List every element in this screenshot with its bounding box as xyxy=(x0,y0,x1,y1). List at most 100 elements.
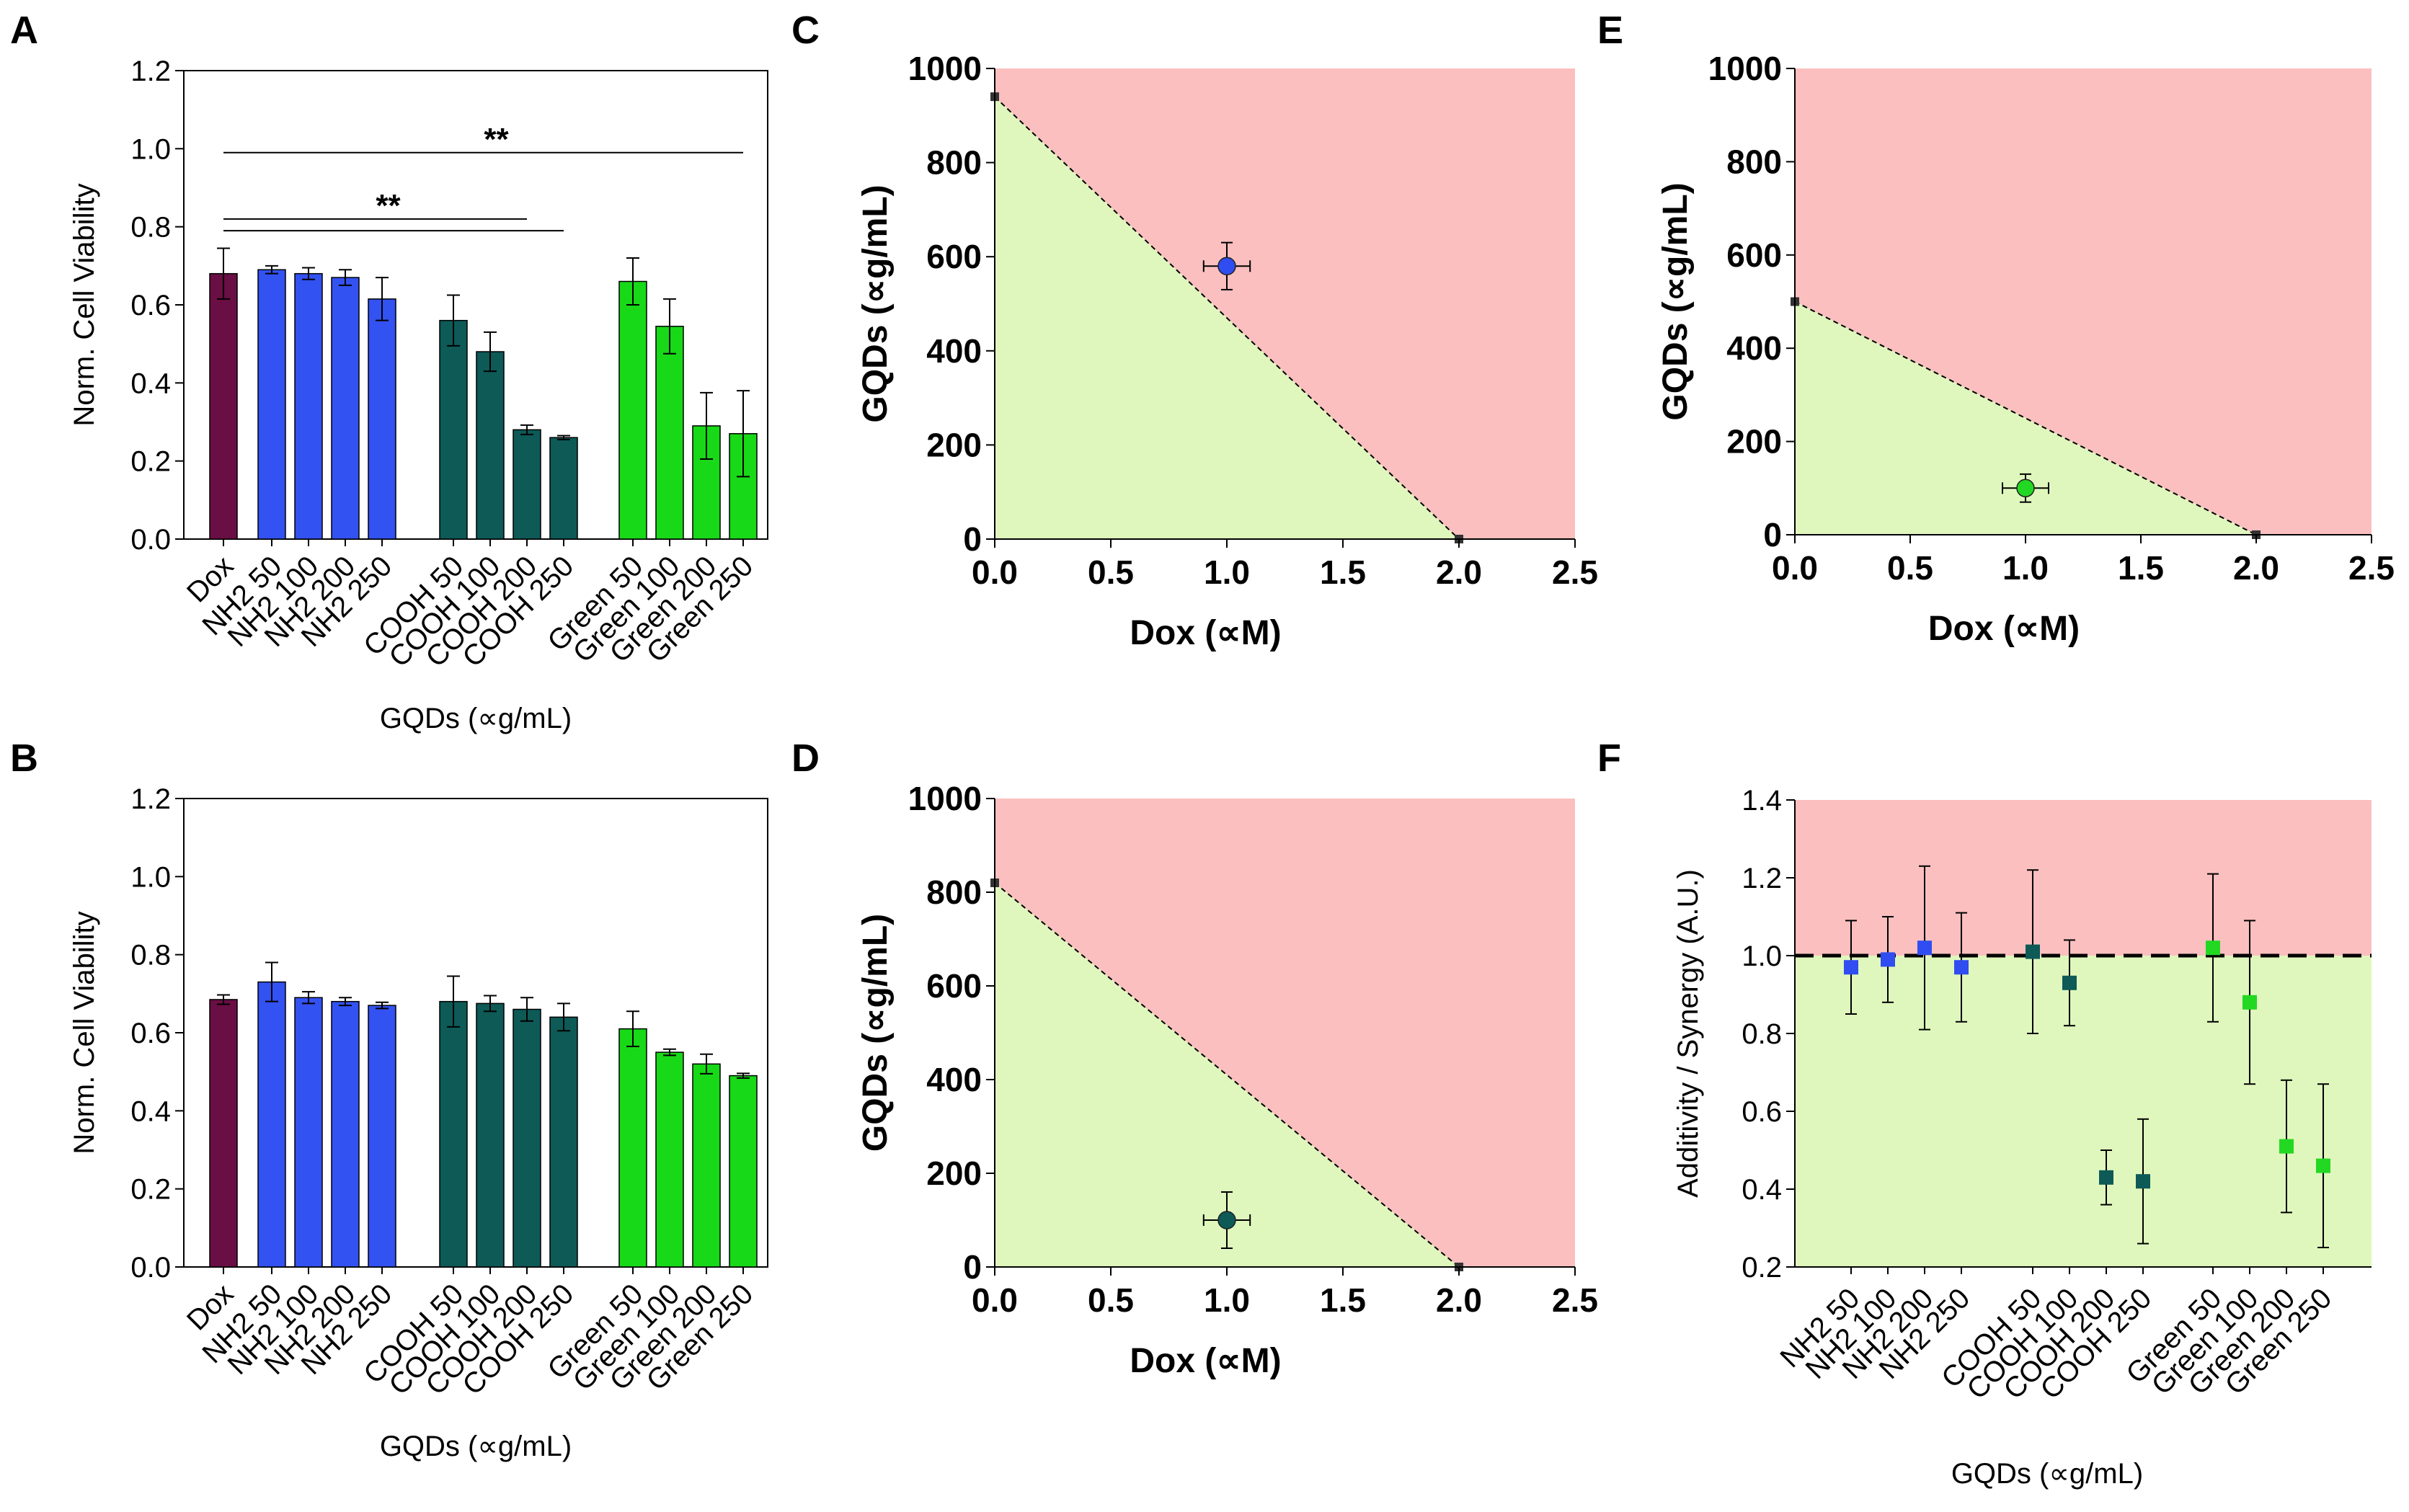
bar xyxy=(692,1063,721,1268)
synergy-region xyxy=(1795,301,2256,535)
x-tick-label: 0.0 xyxy=(972,1281,1018,1319)
bar xyxy=(729,1075,758,1268)
x-axis-label: GQDs (∝g/mL) xyxy=(380,1431,572,1462)
y-tick-label: 400 xyxy=(926,1061,982,1098)
y-tick-label: 1000 xyxy=(1708,50,1782,87)
x-tick-label: 1.5 xyxy=(2118,549,2164,587)
y-tick-label: 0.0 xyxy=(130,524,171,556)
panel-label: D xyxy=(791,737,820,780)
x-axis-label: Dox (∝M) xyxy=(1130,614,1281,652)
significance-stars: ** xyxy=(376,188,401,223)
y-axis-label: Norm. Cell Viability xyxy=(68,911,100,1154)
y-tick-label: 0.6 xyxy=(1742,1096,1782,1128)
y-tick-label: 0.2 xyxy=(130,446,171,478)
y-tick-label: 0.6 xyxy=(130,290,171,321)
data-point xyxy=(2316,1158,2330,1173)
antagonism-region xyxy=(1795,800,2372,956)
y-tick-label: 1000 xyxy=(908,50,982,87)
y-tick-label: 1.0 xyxy=(130,861,171,893)
x-tick-label: 1.5 xyxy=(1320,553,1366,591)
x-tick-label: 1.0 xyxy=(1204,553,1250,591)
x-tick-label: 2.0 xyxy=(1436,553,1482,591)
y-tick-label: 0.2 xyxy=(1742,1252,1782,1284)
bar xyxy=(368,1005,396,1268)
data-point xyxy=(2062,975,2077,990)
antagonism-region xyxy=(1795,68,2372,535)
bar xyxy=(331,1000,360,1268)
y-tick-label: 0.0 xyxy=(130,1252,171,1284)
significance-stars: ** xyxy=(484,122,509,157)
bar xyxy=(439,1000,468,1268)
data-point xyxy=(2279,1139,2294,1154)
y-tick-label: 400 xyxy=(1726,329,1782,367)
y-tick-label: 1.2 xyxy=(1742,863,1782,894)
x-tick-label: 0.0 xyxy=(1772,549,1818,587)
panel-c: C 0 200 400 600 800 1000 0.0 0.5 1.0 1.5 2.0 2.5 GQDs… xyxy=(791,9,1598,652)
bar xyxy=(549,437,578,540)
bar xyxy=(209,272,238,540)
y-axis-label: GQDs (∝g/mL) xyxy=(1656,182,1695,420)
panel-e: E 0 200 400 600 800 1000 0.0 0.5 1.0 1.5 2.0 2.5 GQDs… xyxy=(1597,9,2395,648)
x-tick-label: 2.5 xyxy=(1552,1281,1598,1319)
bar xyxy=(618,280,647,540)
y-tick-label: 1.2 xyxy=(130,55,171,87)
y-axis-label: GQDs (∝g/mL) xyxy=(856,184,895,422)
y-tick-label: 1000 xyxy=(908,780,982,817)
data-point xyxy=(2026,944,2040,959)
x-tick-label: 2.0 xyxy=(2233,549,2279,587)
y-tick-label: 1.0 xyxy=(1742,940,1782,972)
y-axis-label: Additivity / Synergy (A.U.) xyxy=(1672,869,1704,1198)
additivity-line xyxy=(994,882,1460,1268)
x-axis-label: GQDs (∝g/mL) xyxy=(380,703,572,734)
bar xyxy=(476,351,505,540)
y-tick-label: 0.8 xyxy=(130,940,171,971)
y-tick-label: 0.8 xyxy=(130,212,171,244)
y-tick-label: 0.4 xyxy=(1742,1174,1782,1206)
y-tick-label: 800 xyxy=(926,144,982,182)
y-tick-label: 0.8 xyxy=(1742,1018,1782,1050)
bar xyxy=(331,277,360,540)
x-tick-label: 2.0 xyxy=(1436,1281,1482,1319)
additivity-line xyxy=(994,96,1460,540)
y-tick-label: 400 xyxy=(926,332,982,370)
y-tick-label: 800 xyxy=(926,873,982,911)
data-point xyxy=(1881,952,1895,967)
y-tick-label: 0.4 xyxy=(130,1095,171,1127)
data-point xyxy=(1217,1211,1236,1229)
y-tick-label: 800 xyxy=(1726,143,1782,180)
bar xyxy=(257,981,286,1268)
panel-label: C xyxy=(791,9,820,52)
y-tick-label: 0 xyxy=(963,520,982,558)
data-point xyxy=(1844,960,1858,975)
panel-d: D 0 200 400 600 800 1000 0.0 0.5 1.0 1.5 2.0 2.5 GQDs… xyxy=(791,737,1598,1380)
x-axis-label: GQDs (∝g/mL) xyxy=(1951,1458,2143,1490)
bar xyxy=(439,319,468,540)
x-tick-label: 0.5 xyxy=(1887,549,1933,587)
x-tick-label: 0.5 xyxy=(1088,553,1134,591)
y-axis-label: Norm. Cell Viability xyxy=(68,183,100,426)
y-tick-label: 200 xyxy=(1726,423,1782,461)
bar xyxy=(513,1008,541,1268)
x-tick-label: 2.5 xyxy=(1552,553,1598,591)
x-tick-label: 0.5 xyxy=(1088,1281,1134,1319)
bar xyxy=(294,997,323,1268)
panel-label: B xyxy=(10,737,38,780)
antagonism-region xyxy=(995,68,1575,539)
y-tick-label: 600 xyxy=(1726,236,1782,274)
x-axis-label: Dox (∝M) xyxy=(1928,610,2080,648)
y-tick-label: 0.2 xyxy=(130,1174,171,1206)
bar xyxy=(257,269,286,540)
bar xyxy=(618,1028,647,1268)
bar xyxy=(549,1016,578,1268)
x-tick-label: 0.0 xyxy=(972,553,1018,591)
data-point xyxy=(2242,995,2257,1010)
x-tick-label: 1.5 xyxy=(1320,1281,1366,1319)
bar xyxy=(655,1051,684,1268)
data-point xyxy=(1217,257,1236,276)
bar xyxy=(368,298,396,540)
panel-label: A xyxy=(10,9,38,52)
x-axis-label: Dox (∝M) xyxy=(1130,1342,1281,1380)
bar xyxy=(513,429,541,540)
y-tick-label: 0 xyxy=(1763,516,1782,553)
